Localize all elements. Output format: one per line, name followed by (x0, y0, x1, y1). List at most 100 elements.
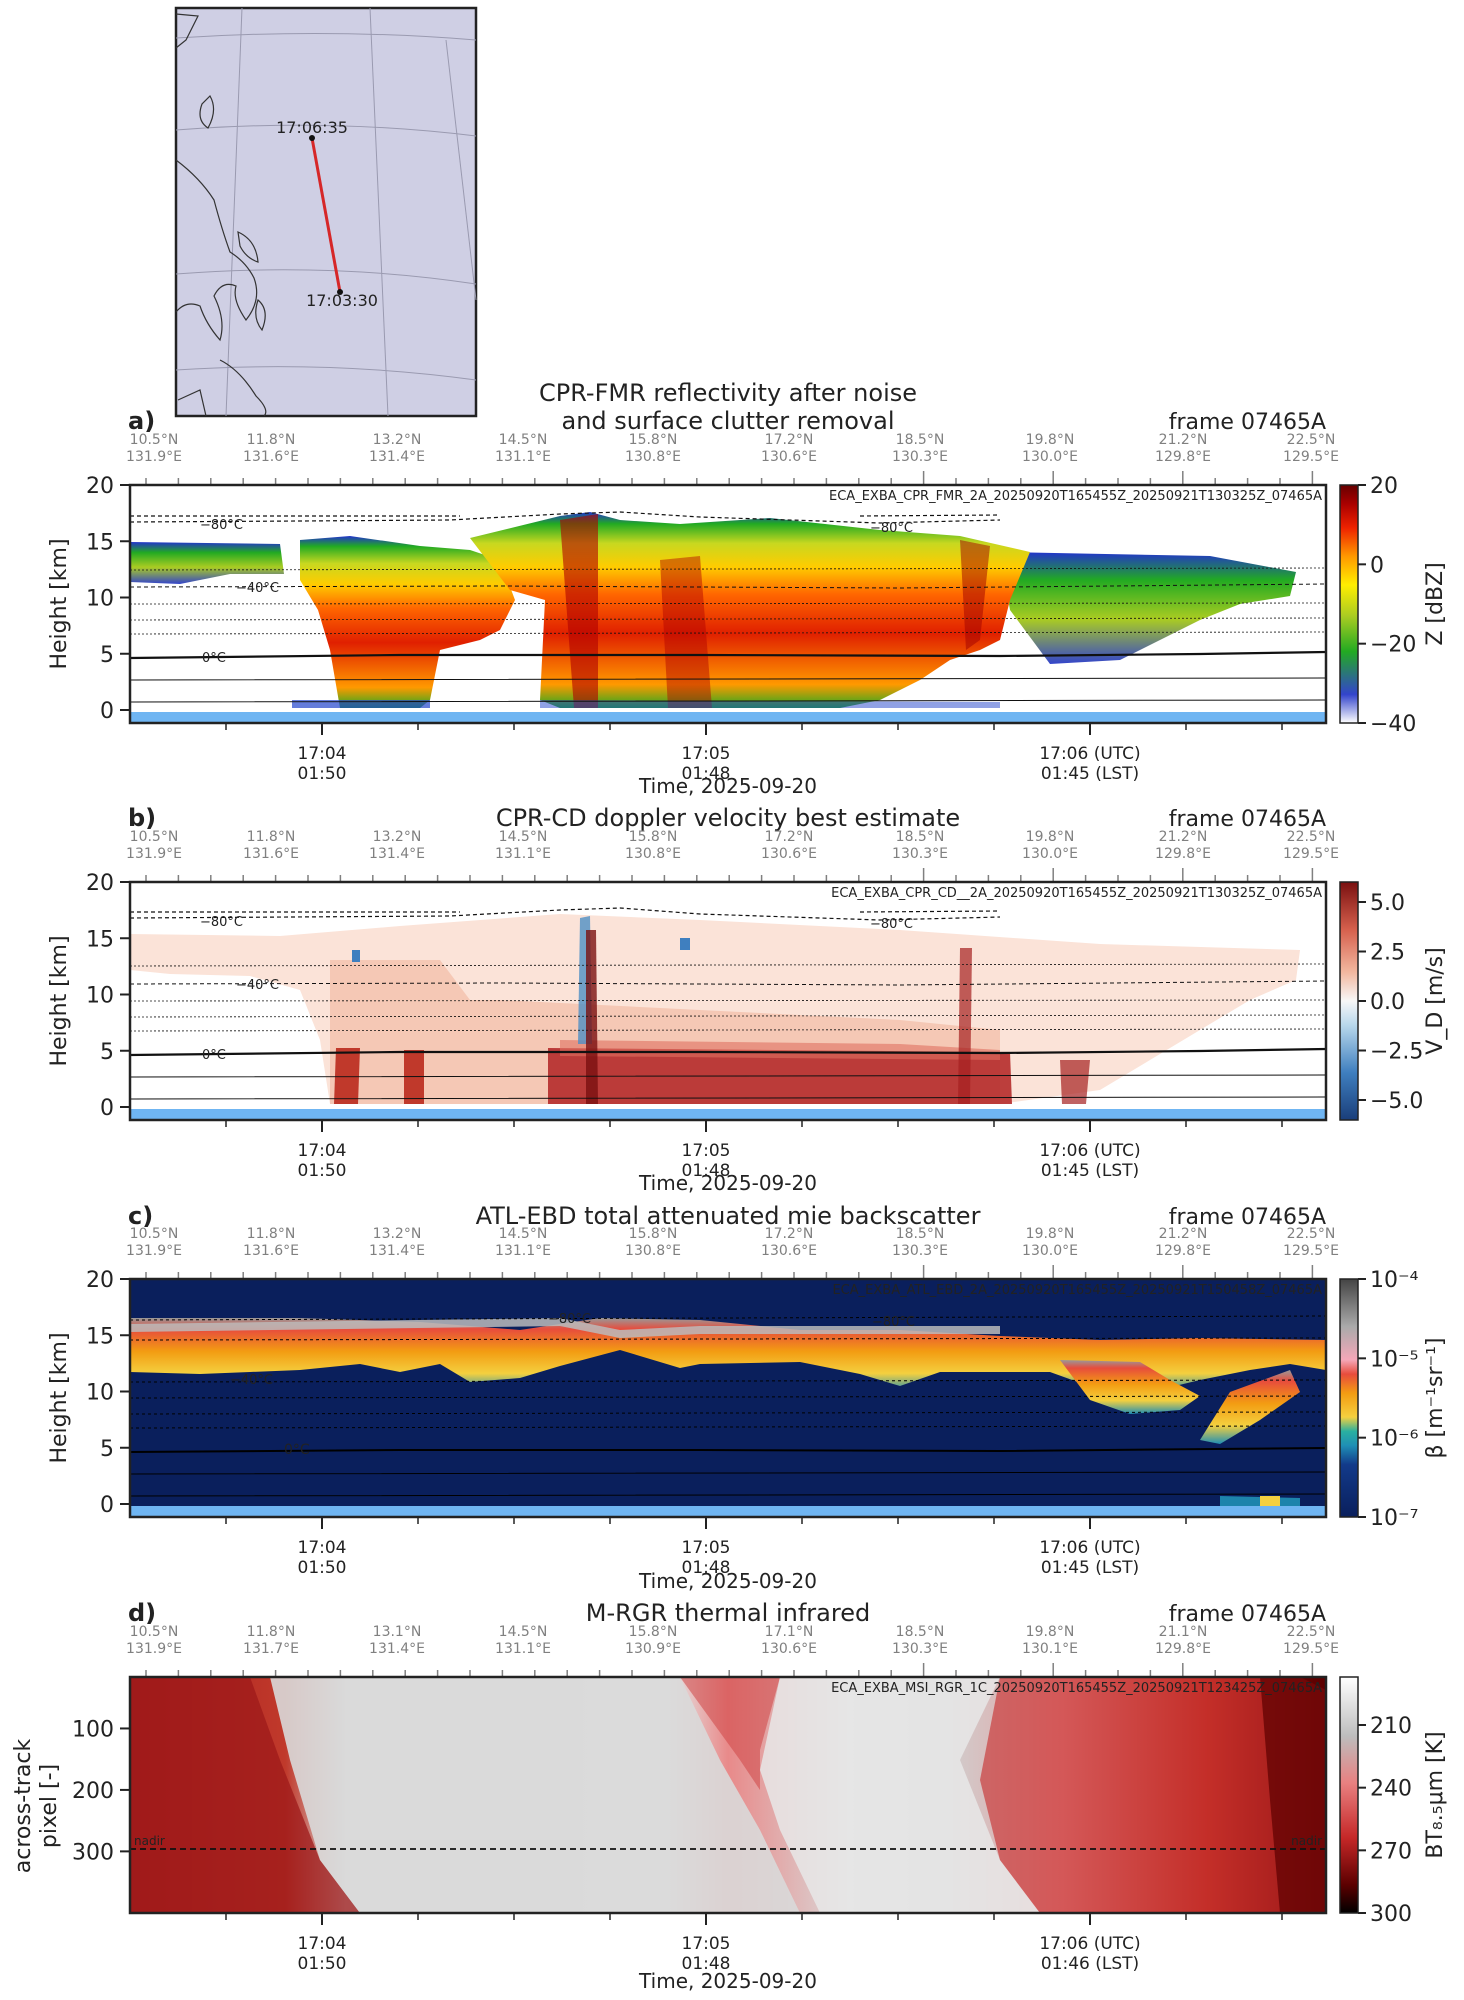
lat-tick-label: 15.8°N (629, 1624, 678, 1640)
lat-tick-label: 22.5°N (1287, 1226, 1336, 1242)
colorbar-tick-label: −20 (1370, 633, 1416, 658)
lon-tick-label: 129.8°E (1155, 1243, 1211, 1259)
panel-a-isotherm-0: 0°C (202, 651, 226, 666)
panel-c-isotherm-0: 0°C (284, 1442, 310, 1458)
panel-a-frame-border (128, 483, 1328, 725)
panel-c-frame-border (128, 1277, 1328, 1519)
panel-c-xlabel: Time, 2025-09-20 (638, 1569, 817, 1593)
colorbar-tick-label: 0.0 (1370, 990, 1405, 1015)
lon-tick-label: 129.5°E (1283, 449, 1339, 465)
coastline (175, 13, 267, 417)
lat-tick-label: 13.2°N (373, 1226, 422, 1242)
lon-tick-label: 130.6°E (761, 1243, 817, 1259)
panel-d-brightness-field (130, 1677, 1326, 1913)
map-start-time: 17:06:35 (276, 118, 348, 137)
panel-d-nadir-right: nadir (1291, 1834, 1322, 1848)
colorbar-label: Z [dBZ] (1423, 562, 1448, 645)
time-tick-lst: 01:48 (682, 1954, 731, 1974)
lon-tick-label: 131.4°E (369, 449, 425, 465)
lon-tick-label: 130.6°E (761, 846, 817, 862)
lat-tick-label: 11.8°N (247, 829, 296, 845)
lat-tick-label: 19.8°N (1026, 1226, 1075, 1242)
panel-b-xlabel: Time, 2025-09-20 (638, 1171, 817, 1195)
time-tick-lst: 01:48 (682, 764, 731, 784)
panel-b-title: CPR-CD doppler velocity best estimate (496, 804, 960, 832)
colorbar (1339, 484, 1359, 724)
panel-a-isotherms (129, 511, 1327, 703)
lat-tick-label: 11.8°N (247, 1226, 296, 1242)
lat-tick-label: 10.5°N (130, 432, 179, 448)
lon-tick-label: 130.6°E (761, 449, 817, 465)
lon-tick-label: 129.5°E (1283, 846, 1339, 862)
panel-a-reflectivity-field (130, 512, 1296, 708)
panel-a-isotherm-40: −40°C (236, 581, 279, 596)
panel-a-isotherm-80b: −80°C (870, 521, 913, 536)
lon-tick-label: 129.8°E (1155, 1641, 1211, 1657)
panel-b-isotherm-80b: −80°C (870, 917, 913, 932)
lat-tick-label: 14.5°N (499, 432, 548, 448)
lat-tick-label: 19.8°N (1026, 829, 1075, 845)
lat-tick-label: 13.1°N (373, 1624, 422, 1640)
pixel-tick-label: 100 (72, 1717, 114, 1742)
panel-b-product: ECA_EXBA_CPR_CD__2A_20250920T165455Z_202… (831, 886, 1322, 901)
lat-tick-label: 19.8°N (1026, 432, 1075, 448)
colorbar-tick-label: 5.0 (1370, 891, 1405, 916)
time-tick-lst: 01:45 (LST) (1041, 764, 1139, 784)
lat-tick-label: 18.5°N (896, 829, 945, 845)
time-tick-utc: 17:06 (UTC) (1039, 1538, 1140, 1558)
lon-tick-label: 130.3°E (892, 846, 948, 862)
lat-tick-label: 10.5°N (130, 1624, 179, 1640)
height-tick-label: 5 (100, 1040, 114, 1065)
lon-tick-label: 130.8°E (625, 846, 681, 862)
panel-a-xlabel: Time, 2025-09-20 (638, 774, 817, 798)
lat-tick-label: 22.5°N (1287, 432, 1336, 448)
lon-tick-label: 129.5°E (1283, 1243, 1339, 1259)
time-tick-lst: 01:50 (298, 1161, 347, 1181)
time-tick-lst: 01:45 (LST) (1041, 1558, 1139, 1578)
colorbar-tick-label: −40 (1370, 712, 1416, 737)
panel-b-isotherms (129, 907, 1327, 1100)
lon-tick-label: 129.8°E (1155, 449, 1211, 465)
panel-b-surface (130, 1109, 1326, 1120)
panel-d-frame: frame 07465A (1169, 1602, 1326, 1627)
lat-tick-label: 10.5°N (130, 1226, 179, 1242)
panel-d-letter: d) (128, 1599, 156, 1627)
panel-d-product: ECA_EXBA_MSI_RGR_1C_20250920T165455Z_202… (831, 1681, 1322, 1696)
lon-tick-label: 131.9°E (126, 1641, 182, 1657)
lon-tick-label: 131.4°E (369, 1641, 425, 1657)
lat-tick-label: 19.8°N (1026, 1624, 1075, 1640)
lat-tick-label: 22.5°N (1287, 829, 1336, 845)
lon-tick-label: 130.0°E (1022, 846, 1078, 862)
pixel-tick-label: 300 (72, 1840, 114, 1865)
colorbar-label: BT₈.₅μm [K] (1423, 1731, 1448, 1858)
track-end-marker (309, 135, 315, 141)
lon-tick-label: 131.9°E (126, 449, 182, 465)
colorbar-tick-label: 270 (1370, 1839, 1412, 1864)
lon-tick-label: 129.8°E (1155, 846, 1211, 862)
colorbar-tick-label: 2.5 (1370, 941, 1405, 966)
lon-tick-label: 131.1°E (495, 1243, 551, 1259)
time-tick-utc: 17:04 (298, 744, 347, 764)
lat-tick-label: 21.2°N (1159, 829, 1208, 845)
lat-tick-label: 21.2°N (1159, 432, 1208, 448)
panel-b-frame-border (128, 880, 1328, 1122)
height-tick-label: 15 (86, 1324, 114, 1349)
colorbar-tick-label: 10⁻⁷ (1370, 1506, 1418, 1531)
lon-tick-label: 130.9°E (625, 1641, 681, 1657)
colorbar-label: β [m⁻¹sr⁻¹] (1423, 1338, 1448, 1459)
height-tick-label: 20 (86, 871, 114, 896)
lon-tick-label: 131.1°E (495, 846, 551, 862)
lat-tick-label: 21.2°N (1159, 1226, 1208, 1242)
lon-tick-label: 131.9°E (126, 1243, 182, 1259)
panel-d-title: M-RGR thermal infrared (586, 1599, 870, 1627)
height-tick-label: 5 (100, 1437, 114, 1462)
lat-tick-label: 17.2°N (765, 432, 814, 448)
panel-c-ylabel: Height [km] (47, 1332, 72, 1463)
colorbar-tick-label: 210 (1370, 1714, 1412, 1739)
colorbar-tick-label: 20 (1370, 474, 1398, 499)
colorbar-label: V_D [m/s] (1423, 947, 1448, 1054)
panel-b-isotherm-80: −80°C (200, 915, 243, 930)
lon-tick-label: 130.3°E (892, 449, 948, 465)
map-end-time: 17:03:30 (306, 291, 378, 310)
